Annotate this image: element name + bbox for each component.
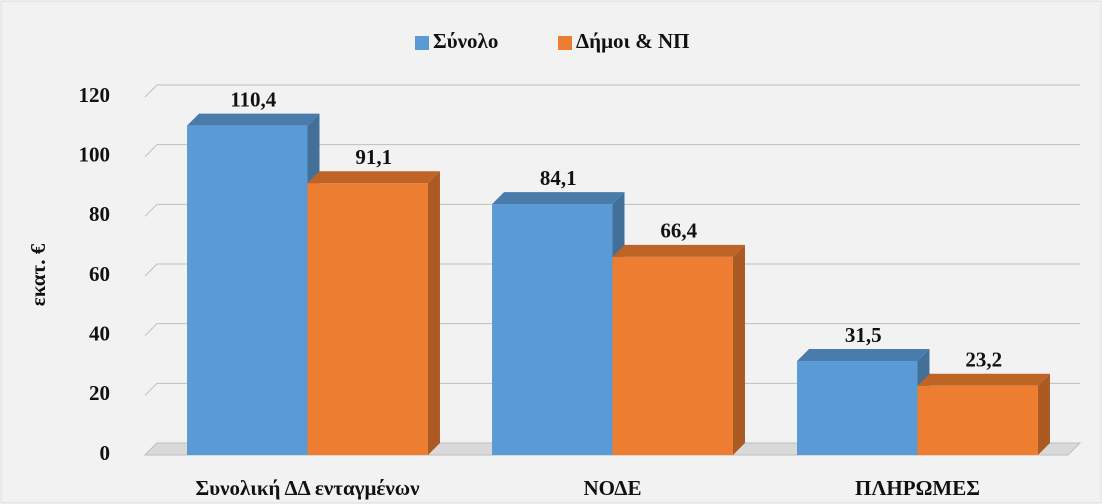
y-axis-label: εκατ. € [26, 243, 50, 306]
bar-top [612, 244, 745, 257]
bar [917, 385, 1038, 455]
data-label: 110,4 [230, 87, 277, 111]
legend-swatch [558, 36, 572, 50]
y-tick-label: 80 [89, 202, 110, 226]
bar [612, 256, 733, 455]
y-tick-label: 120 [79, 83, 111, 107]
legend-label: Δήμοι & ΝΠ [576, 29, 690, 53]
grid-line [144, 84, 1080, 98]
x-tick-label: ΝΟΔΕ [584, 476, 642, 500]
bar-side [427, 171, 440, 456]
data-label: 91,1 [355, 145, 392, 169]
data-label: 31,5 [845, 323, 882, 347]
data-label: 23,2 [965, 348, 1002, 372]
bar [187, 125, 308, 455]
grid-line [144, 144, 1080, 158]
bar-top [307, 171, 440, 184]
bar [797, 361, 918, 455]
grid-line [144, 323, 1080, 337]
bar-side [1037, 373, 1050, 455]
y-tick-label: 0 [100, 441, 111, 465]
legend-swatch [415, 36, 429, 50]
data-label: 84,1 [540, 166, 577, 190]
grid-line [144, 203, 1080, 217]
y-tick-label: 40 [89, 321, 110, 345]
x-tick-label: Συνολική ΔΔ ενταγμένων [195, 476, 420, 500]
legend-label: Σύνολο [433, 29, 498, 53]
y-tick-label: 100 [79, 142, 111, 166]
grid-line [144, 263, 1080, 277]
grid-line [144, 382, 1080, 396]
bar-top [187, 113, 320, 126]
bar [307, 183, 428, 456]
bar-top [917, 373, 1050, 386]
x-tick-label: ΠΛΗΡΩΜΕΣ [855, 476, 980, 500]
bar [492, 204, 613, 455]
bar-top [492, 192, 625, 205]
bar-side [732, 244, 745, 455]
data-label: 66,4 [660, 219, 697, 243]
y-tick-label: 60 [89, 262, 110, 286]
bar-top [797, 349, 930, 362]
y-tick-label: 20 [89, 381, 110, 405]
